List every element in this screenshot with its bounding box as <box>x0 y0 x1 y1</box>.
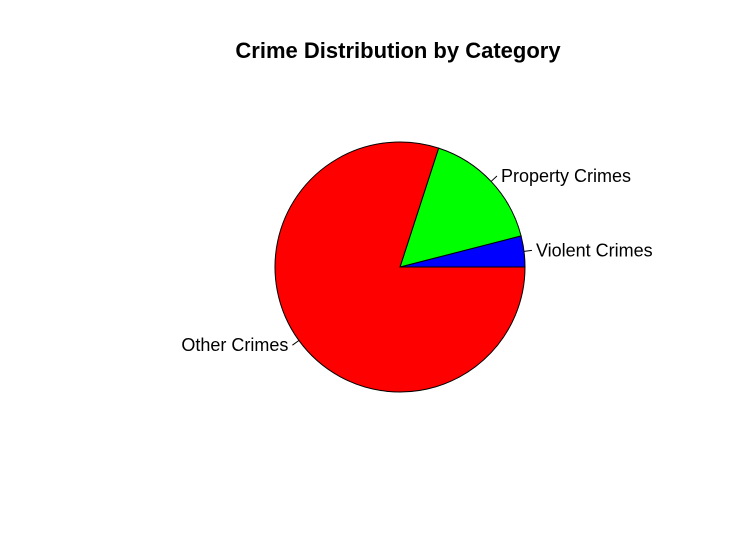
pie-label-violent-crimes: Violent Crimes <box>536 240 653 260</box>
pie-label-other-crimes: Other Crimes <box>181 335 288 355</box>
pie-label-tick-other-crimes <box>292 340 300 346</box>
pie-slices <box>274 141 526 393</box>
chart-title: Crime Distribution by Category <box>235 38 561 63</box>
pie-label-tick-violent-crimes <box>523 249 533 252</box>
pie-label-property-crimes: Property Crimes <box>501 166 631 186</box>
pie-slice-property-crimes <box>399 147 522 268</box>
pie-labels: Violent Crimes Property Crimes Other Crime… <box>181 166 652 355</box>
pie-label-tick-property-crimes <box>490 175 498 182</box>
